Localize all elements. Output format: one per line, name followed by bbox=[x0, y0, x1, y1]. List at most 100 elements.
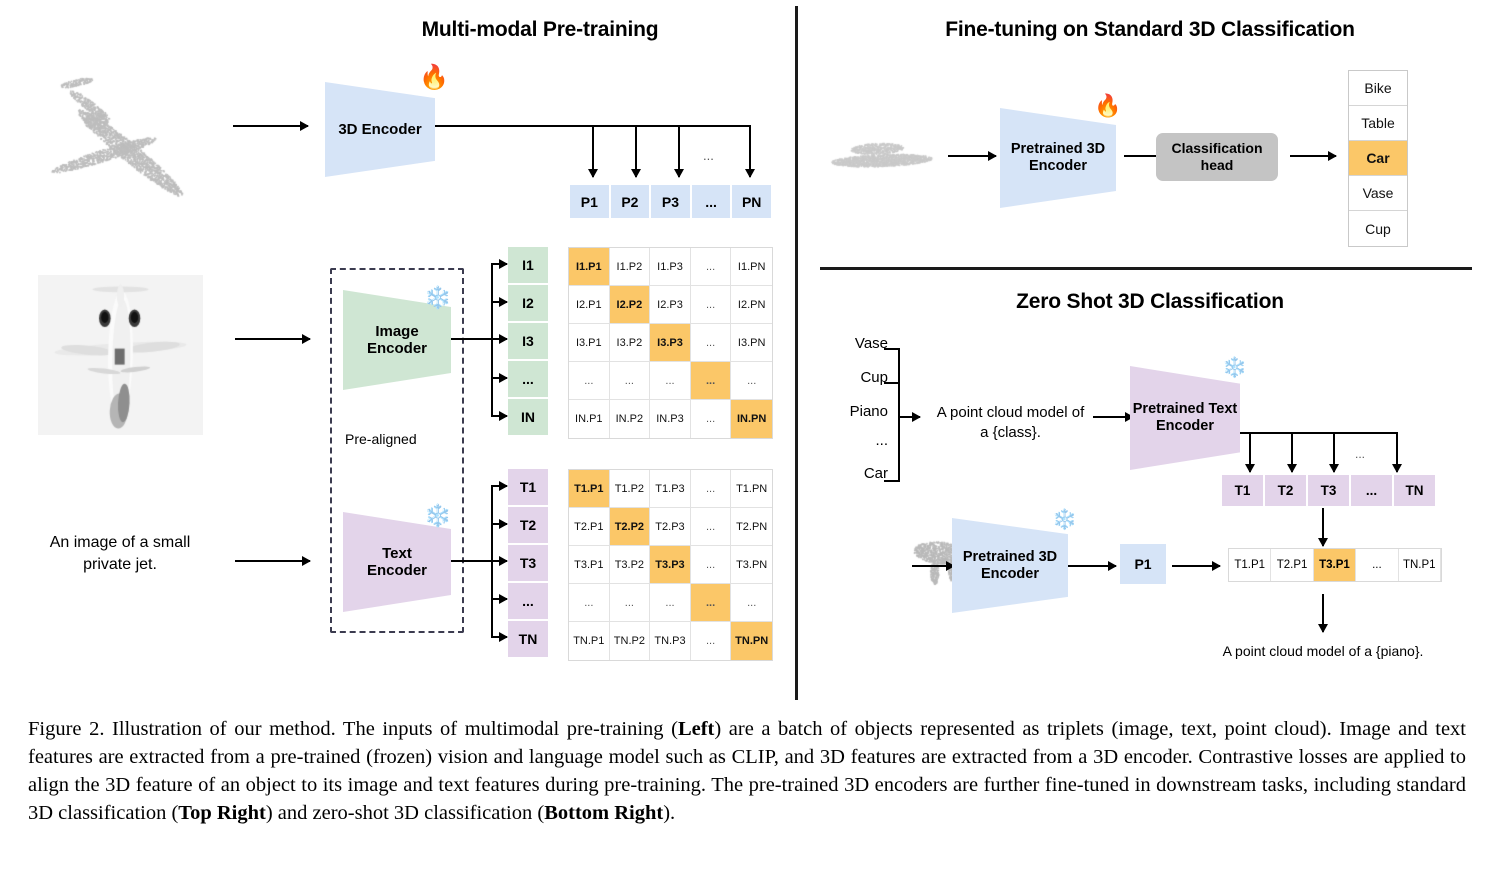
text-encoder-box: Text Encoder bbox=[343, 512, 451, 612]
img-matrix-cell-4-4: IN.PN bbox=[731, 400, 772, 438]
pretrained-3d-encoder-box-zs: Pretrained 3D Encoder bbox=[952, 518, 1068, 613]
arrow-to-tn bbox=[491, 636, 507, 638]
zs-class-name-1: Cup bbox=[860, 369, 888, 386]
arrow-pointcloud-to-3d-encoder bbox=[233, 125, 308, 127]
caption-text: ) are a batch of objects represented as … bbox=[28, 718, 1466, 824]
arrow-classes-to-prompt bbox=[898, 416, 920, 418]
image-point-similarity-matrix: I1.P1 I1.P2 I1.P3... I1.PN I2.P1 I2.P2 I2.P3..… bbox=[568, 247, 773, 439]
caption-emphasis: Bottom Right bbox=[544, 801, 664, 824]
point-feature-0: P1 bbox=[570, 185, 609, 218]
txt-matrix-cell-3-4: ... bbox=[731, 584, 772, 622]
img-matrix-cell-1-4: I2.PN bbox=[731, 286, 772, 324]
img-matrix-row: ............... bbox=[569, 362, 772, 400]
brace-top-tick bbox=[884, 348, 900, 350]
classification-head-line2: head bbox=[1200, 157, 1234, 173]
pretrained-3d-encoder-box-ft: Pretrained 3D Encoder bbox=[1000, 108, 1116, 208]
zs-score-cell-1: T2.P1 bbox=[1271, 549, 1314, 581]
txt-matrix-cell-4-4: TN.PN bbox=[731, 622, 772, 660]
image-feature-3: ... bbox=[508, 361, 548, 397]
caption-text: Figure 2. Illustration of our method. Th… bbox=[28, 718, 678, 740]
prompt-line2: a {class}. bbox=[980, 424, 1041, 442]
line-text-encoder-out bbox=[451, 560, 493, 562]
text-point-similarity-matrix: T1.P1 T1.P2 T1.P3... T1.PN T2.P1 T2.P2 T2.P3..… bbox=[568, 469, 773, 661]
prompt-template-text: A point cloud model of a {class}. bbox=[923, 403, 1098, 444]
img-matrix-cell-3-0: ... bbox=[569, 362, 610, 400]
txt-matrix-cell-4-2: TN.P3 bbox=[650, 622, 691, 660]
fire-icon-finetune: 🔥 bbox=[1094, 93, 1122, 118]
pretrained-3d-encoder-label-zs: Pretrained 3D Encoder bbox=[963, 549, 1057, 582]
text-feature-4: TN bbox=[508, 621, 548, 657]
arrow-encoder-to-head bbox=[1124, 155, 1168, 157]
img-matrix-cell-0-2: I1.P3 bbox=[650, 248, 691, 286]
pretrained-3d-encoder-line1-ft: Pretrained 3D bbox=[1010, 141, 1106, 158]
txt-matrix-cell-0-2: T1.P3 bbox=[650, 470, 691, 508]
image-encoder-label-line1: Image bbox=[375, 322, 419, 340]
point-feature-4: PN bbox=[732, 185, 771, 218]
input-text-caption: An image of a small private jet. bbox=[49, 534, 191, 573]
txt-matrix-cell-2-1: T3.P2 bbox=[609, 546, 651, 584]
arrow-to-i2 bbox=[491, 301, 507, 303]
class-option-cup: Cup bbox=[1365, 220, 1391, 237]
txt-matrix-row: T2.P1 T2.P2 T2.P3... T2.PN bbox=[569, 508, 772, 546]
figure-illustration: Multi-modal Pre-training 3D Encoder 🔥 ..… bbox=[0, 0, 1490, 710]
text-encoder-label: Text Encoder bbox=[367, 545, 427, 580]
txt-matrix-cell-4-0: TN.P1 bbox=[569, 622, 610, 660]
arrow-to-in bbox=[491, 415, 507, 417]
arrow-to-p3 bbox=[678, 125, 680, 177]
image-encoder-label-line2: Encoder bbox=[366, 340, 427, 357]
txt-matrix-cell-0-0: T1.P1 bbox=[569, 470, 610, 508]
txt-matrix-cell-1-1: T2.P2 bbox=[609, 508, 651, 546]
txt-matrix-cell-2-0: T3.P1 bbox=[569, 546, 610, 584]
bus-line-text-encoder-zs bbox=[1240, 432, 1398, 434]
image-feature-4: IN bbox=[508, 399, 548, 435]
txt-matrix-cell-1-0: T2.P1 bbox=[569, 508, 610, 546]
text-encoder-label-line1: Text bbox=[382, 544, 412, 562]
classification-output-list: Bike Table Car Vase Cup bbox=[1348, 70, 1408, 247]
zs-class-name-0: Vase bbox=[854, 335, 888, 352]
line-image-encoder-out bbox=[451, 338, 493, 340]
txt-matrix-cell-4-1: TN.P2 bbox=[609, 622, 651, 660]
pretrained-text-encoder-line2: Encoder bbox=[1155, 418, 1214, 434]
pretrained-3d-encoder-line2-zs: Encoder bbox=[980, 565, 1039, 582]
img-matrix-cell-2-4: I3.PN bbox=[731, 324, 772, 362]
class-option-car: Car bbox=[1349, 141, 1407, 176]
arrow-to-t2 bbox=[491, 523, 507, 525]
arrow-to-t1 bbox=[491, 485, 507, 487]
arrow-to-p2 bbox=[635, 125, 637, 177]
classification-head-line1: Classification bbox=[1171, 140, 1263, 157]
img-matrix-cell-1-3: ... bbox=[690, 286, 732, 324]
point-cloud-canvas bbox=[826, 132, 936, 177]
encoder-3d-box: 3D Encoder bbox=[325, 82, 435, 177]
zs-score-cell-3: ... bbox=[1356, 549, 1399, 581]
zs-score-cell-2: T3.P1 bbox=[1313, 549, 1357, 581]
arrow-head-to-classlist bbox=[1290, 155, 1336, 157]
zs-score-cell-4: TN.P1 bbox=[1398, 549, 1441, 581]
ellipsis-above-tn: ... bbox=[1355, 447, 1366, 461]
txt-matrix-cell-3-1: ... bbox=[609, 584, 651, 622]
arrow-to-t3 bbox=[491, 560, 507, 562]
image-feature-2: I3 bbox=[508, 323, 548, 359]
arrow-text-to-text-encoder bbox=[235, 560, 310, 562]
arrow-encoder-to-p1-zs bbox=[1068, 565, 1116, 567]
img-matrix-cell-4-1: IN.P2 bbox=[609, 400, 651, 438]
img-matrix-cell-2-1: I3.P2 bbox=[609, 324, 651, 362]
arrow-piano-to-encoder bbox=[912, 565, 954, 567]
bottom-right-panel-title: Zero Shot 3D Classification bbox=[1016, 290, 1284, 313]
img-matrix-cell-0-0: I1.P1 bbox=[569, 248, 610, 286]
encoder-3d-label: 3D Encoder bbox=[338, 120, 422, 138]
arrow-to-t-dots bbox=[491, 598, 507, 600]
zs-score-cell-0: T1.P1 bbox=[1229, 549, 1272, 581]
img-matrix-cell-4-3: ... bbox=[690, 400, 732, 438]
img-matrix-row: I1.P1 I1.P2 I1.P3... I1.PN bbox=[569, 248, 772, 286]
text-feature-0: T1 bbox=[508, 469, 548, 505]
zs-class-name-2: Piano bbox=[849, 403, 888, 420]
img-matrix-cell-2-0: I3.P1 bbox=[569, 324, 610, 362]
class-option-bike: Bike bbox=[1349, 71, 1407, 106]
pretrained-text-encoder-line1: Pretrained Text bbox=[1132, 401, 1238, 418]
point-feature-1: P2 bbox=[610, 185, 650, 218]
text-feature-strip: T1 T2 T3... TN bbox=[508, 469, 548, 657]
zs-class-name-3: ... bbox=[875, 432, 888, 449]
arrow-to-t1-zs bbox=[1249, 432, 1251, 472]
point-feature-3: ... bbox=[691, 185, 731, 218]
airplane-point-cloud bbox=[18, 48, 233, 238]
